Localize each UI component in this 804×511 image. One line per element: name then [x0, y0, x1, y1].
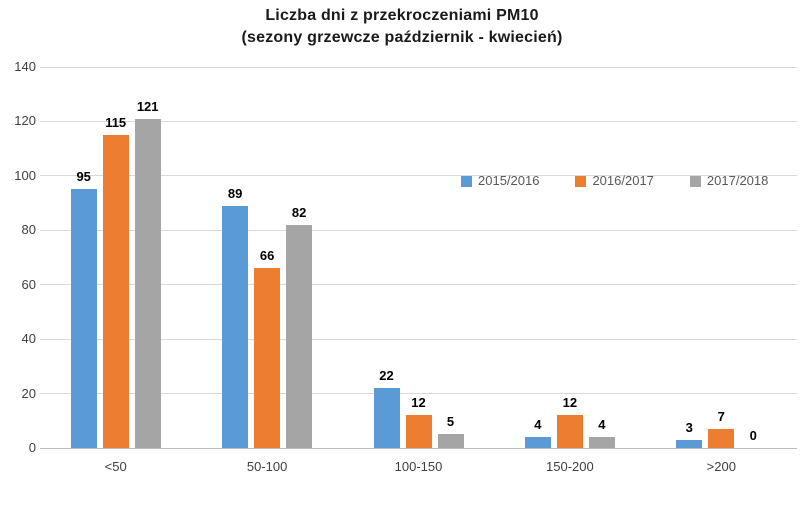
bar-value-label: 7: [717, 408, 725, 424]
legend-item: 2015/2016: [461, 174, 539, 188]
bar-value-label: 5: [446, 414, 455, 430]
y-axis-tick-label: 140: [14, 59, 36, 74]
bar: [70, 189, 97, 448]
y-axis-tick-label: 0: [28, 440, 36, 455]
legend-label: 2016/2017: [592, 173, 654, 188]
bar: [524, 437, 551, 448]
y-axis-tick-label: 20: [21, 385, 36, 401]
legend-swatch: [689, 175, 701, 187]
chart-title: Liczba dni z przekroczeniami PM10: [265, 7, 539, 24]
x-axis-category-label: 50-100: [246, 459, 288, 474]
bar: [708, 428, 735, 448]
bar-value-label: 121: [136, 98, 159, 114]
bar: [588, 437, 615, 448]
bar: [405, 415, 432, 448]
gridline: [40, 175, 797, 177]
x-axis-category-label: <50: [104, 459, 127, 474]
bar-value-label: 115: [105, 115, 127, 131]
bar-value-label: 0: [749, 428, 757, 443]
bar-value-label: 12: [562, 395, 578, 411]
y-axis-tick-label: 120: [14, 113, 36, 129]
bar-value-label: 3: [685, 419, 693, 435]
bar-value-label: 95: [76, 169, 91, 185]
gridline: [40, 120, 797, 122]
legend-swatch: [575, 175, 587, 187]
bar: [676, 439, 703, 448]
bar: [254, 268, 281, 448]
x-axis-line: [40, 447, 797, 449]
bar: [222, 205, 249, 448]
bar: [102, 135, 129, 448]
bar: [134, 118, 161, 448]
bar-value-label: 66: [259, 248, 275, 264]
legend-item: 2017/2018: [689, 173, 769, 188]
bar-value-label: 4: [534, 417, 542, 433]
chart-subtitle: (sezony grzewcze październik - kwiecień): [241, 29, 563, 46]
bar-value-label: 12: [411, 395, 426, 411]
x-axis-category-label: 150-200: [546, 459, 594, 474]
bar-value-label: 82: [291, 204, 307, 220]
x-axis-category-label: 100-150: [394, 459, 443, 474]
gridline: [40, 66, 797, 68]
y-axis-tick-label: 80: [21, 222, 36, 238]
gridline: [40, 338, 797, 340]
bar-value-label: 89: [227, 185, 243, 201]
legend-label: 2017/2018: [706, 173, 769, 188]
y-axis-tick-label: 60: [21, 276, 36, 292]
legend-swatch: [461, 175, 472, 187]
y-axis-tick-label: 40: [21, 331, 36, 347]
gridline: [40, 393, 797, 395]
bar: [556, 415, 583, 448]
bar: [373, 388, 400, 448]
y-axis-tick-label: 100: [14, 167, 36, 183]
legend-label: 2015/2016: [478, 173, 540, 188]
legend-item: 2016/2017: [575, 173, 654, 188]
gridline: [40, 284, 797, 286]
bar: [437, 434, 464, 448]
bar-value-label: 22: [379, 368, 394, 384]
x-axis-category-label: >200: [706, 459, 736, 474]
bar-value-label: 4: [598, 417, 606, 433]
gridline: [40, 229, 797, 231]
bar: [286, 224, 313, 448]
legend: 2015/2016 2016/2017 2017/2018: [461, 174, 768, 188]
